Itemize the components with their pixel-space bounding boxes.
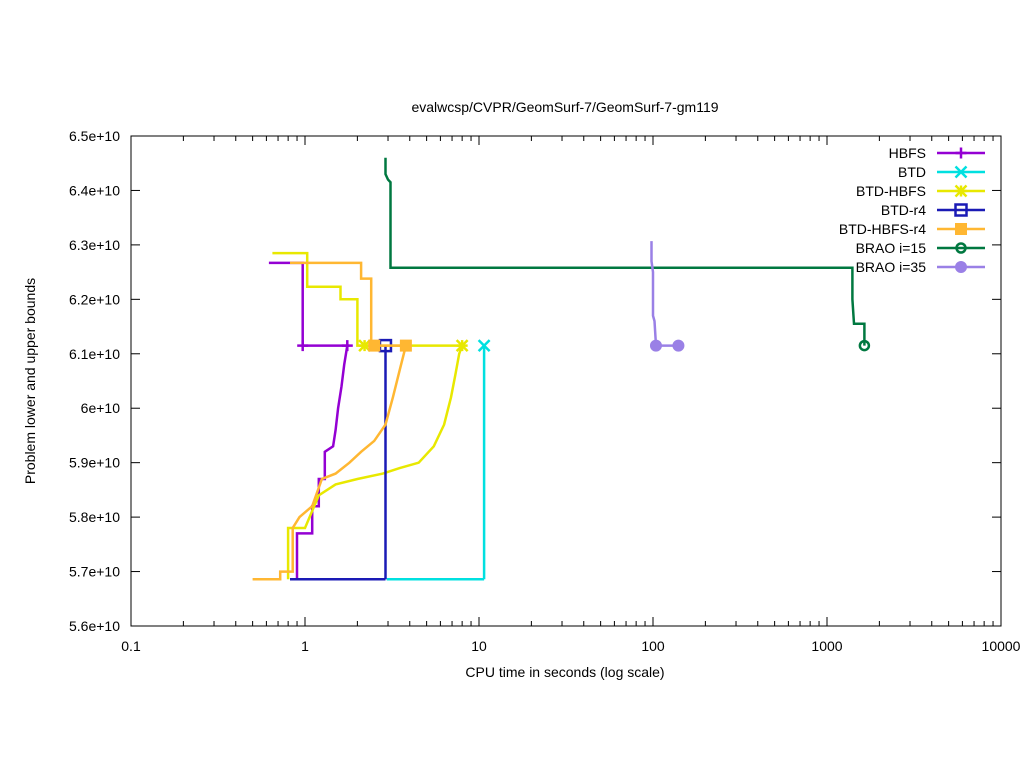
legend-entry: BTD: [898, 164, 985, 180]
legend-marker: [954, 165, 968, 179]
series-btd: [386, 339, 491, 581]
y-tick-label: 6.5e+10: [69, 128, 120, 144]
data-point: [672, 339, 685, 352]
upper-bound-line: [268, 261, 350, 347]
legend: HBFS BTD BTD-HBFS BTD-r4 BTD-HBFS-r4 BRAO i=1…: [839, 145, 985, 275]
data-point: [341, 340, 353, 352]
series-brao-i-35: [649, 241, 685, 352]
data-point: [649, 339, 662, 352]
legend-marker: [955, 147, 967, 159]
x-tick-label: 100: [641, 638, 665, 654]
legend-entry: BTD-HBFS-r4: [839, 221, 985, 237]
y-tick-label: 6.3e+10: [69, 237, 120, 253]
plot-series: [252, 157, 871, 581]
x-axis-label: CPU time in seconds (log scale): [465, 664, 664, 680]
plot-frame: [130, 135, 1002, 627]
lower-bound-line: [286, 345, 464, 580]
legend-label: BRAO i=15: [856, 240, 927, 256]
legend-label: HBFS: [889, 145, 926, 161]
x-tick-label: 0.1: [121, 638, 141, 654]
x-tick-label: 10: [471, 638, 487, 654]
legend-entry: BTD-HBFS: [856, 183, 985, 199]
x-tick-label: 1: [301, 638, 309, 654]
legend-label: BTD-r4: [881, 202, 926, 218]
y-tick-label: 6e+10: [81, 400, 121, 416]
legend-marker: [954, 184, 968, 198]
y-tick-label: 5.6e+10: [69, 618, 120, 634]
series-brao-i-15: [384, 157, 871, 352]
y-tick-label: 5.7e+10: [69, 564, 120, 580]
legend-entry: BRAO i=15: [856, 240, 985, 256]
data-point: [455, 339, 469, 352]
legend-marker: [954, 203, 968, 217]
lower-bound-line: [252, 345, 408, 581]
legend-label: BTD: [898, 164, 926, 180]
legend-entry: BRAO i=35: [856, 259, 985, 275]
x-tick-label: 10000: [982, 638, 1021, 654]
legend-entry: BTD-r4: [881, 202, 985, 218]
data-point: [368, 339, 381, 352]
x-tick-label: 1000: [811, 638, 842, 654]
y-tick-label: 6.2e+10: [69, 291, 120, 307]
upper-bound-line: [272, 251, 463, 347]
legend-marker: [955, 261, 967, 273]
data-point: [858, 339, 871, 352]
upper-bound-line: [384, 157, 866, 346]
y-tick-label: 5.8e+10: [69, 509, 120, 525]
series-btd-hbfs-r4: [252, 261, 412, 581]
y-tick-label: 6.4e+10: [69, 182, 120, 198]
legend-label: BTD-HBFS: [856, 183, 926, 199]
legend-label: BRAO i=35: [856, 259, 927, 275]
legend-label: BTD-HBFS-r4: [839, 221, 926, 237]
y-tick-label: 6.1e+10: [69, 346, 120, 362]
axes: 5.6e+10 5.7e+10 5.8e+10 5.9e+10 6e+10 6.1e+10…: [69, 128, 1021, 654]
legend-marker: [955, 223, 967, 235]
legend-entry: HBFS: [889, 145, 985, 161]
data-point: [477, 339, 491, 352]
legend-marker: [955, 242, 967, 254]
y-axis-label: Problem lower and upper bounds: [22, 278, 38, 484]
lower-bound-line: [295, 345, 349, 580]
y-tick-label: 5.9e+10: [69, 455, 120, 471]
series-hbfs: [268, 261, 353, 580]
data-point: [399, 339, 412, 352]
data-point: [297, 340, 309, 352]
chart-title: evalwcsp/CVPR/GeomSurf-7/GeomSurf-7-gm11…: [411, 99, 718, 115]
